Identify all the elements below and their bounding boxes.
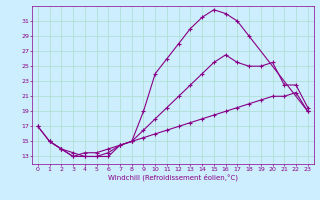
X-axis label: Windchill (Refroidissement éolien,°C): Windchill (Refroidissement éolien,°C) xyxy=(108,173,238,181)
